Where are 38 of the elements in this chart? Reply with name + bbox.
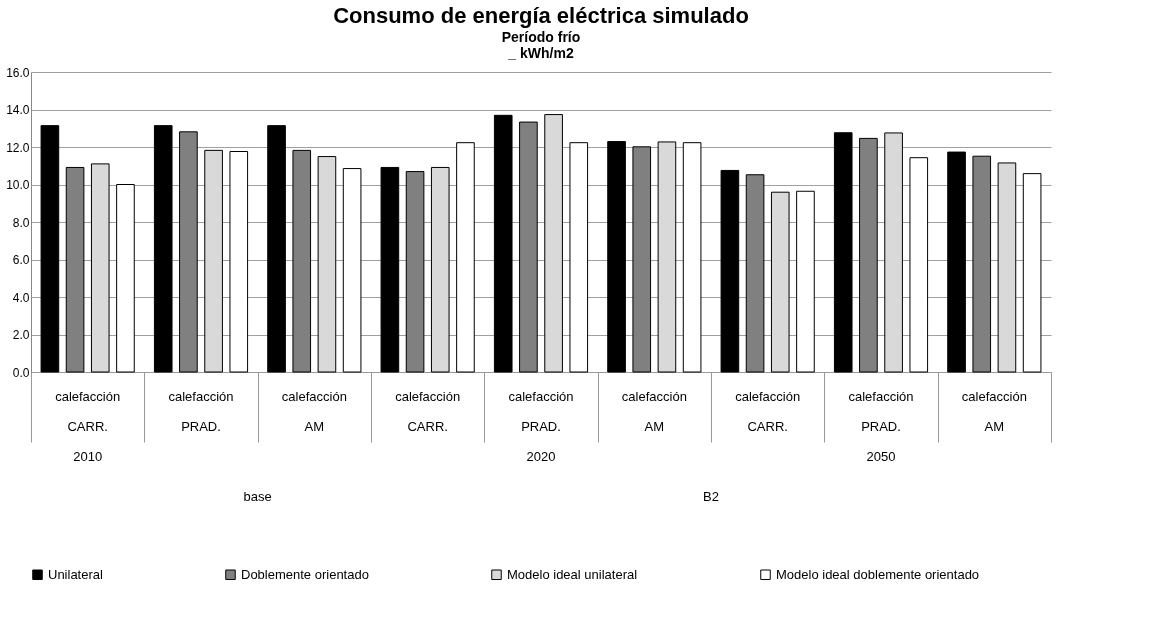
y-tick-label: 8.0	[12, 215, 30, 230]
text: PRAD.	[521, 419, 561, 434]
text: AM	[984, 419, 1005, 434]
chart-title: Consumo de energía eléctrica simulado	[333, 3, 749, 28]
x-tick-label: calefacción	[621, 389, 687, 404]
text: AM	[644, 419, 665, 434]
x-tick-label: calefacción	[55, 389, 121, 404]
text: AM	[304, 419, 325, 434]
x-tick-label: calefacción	[395, 389, 461, 404]
y-tick-label: 0.0	[12, 365, 30, 380]
x-tick-label: calefacción	[961, 389, 1027, 404]
text: PRAD.	[861, 419, 901, 434]
x-tick-label: calefacción	[281, 389, 347, 404]
y-tick-label: 6.0	[12, 253, 30, 267]
text: CARR.	[67, 419, 108, 434]
y-tick-label: 16.0	[6, 65, 30, 80]
y-tick-label: 2.0	[12, 328, 30, 342]
text: 2010	[73, 449, 103, 464]
legend-label: Modelo ideal unilateral	[507, 566, 638, 582]
y-tick-label: 14.0	[6, 103, 30, 117]
y-tick-label: 4.0	[12, 290, 30, 305]
x-tick-label: calefacción	[735, 389, 801, 404]
x-tick-label: calefacción	[848, 389, 914, 404]
chart-subtitle: Período frío _ kWh/m2	[501, 29, 581, 61]
text: 2050	[866, 449, 896, 464]
x-tick-label: calefacción	[508, 389, 574, 404]
text: base	[243, 489, 272, 504]
x-tick-label: calefacción	[168, 389, 234, 404]
text: PRAD.	[181, 419, 221, 434]
text: B2	[703, 489, 719, 504]
legend-label: Modelo ideal doblemente orientado	[776, 566, 980, 582]
text: CARR.	[747, 419, 788, 434]
text: 2020	[526, 449, 556, 464]
text: CARR.	[407, 419, 448, 434]
legend-label: Doblemente orientado	[241, 566, 369, 582]
y-tick-label: 12.0	[6, 140, 30, 155]
legend-label: Unilateral	[48, 566, 104, 582]
y-tick-label: 10.0	[6, 178, 30, 192]
